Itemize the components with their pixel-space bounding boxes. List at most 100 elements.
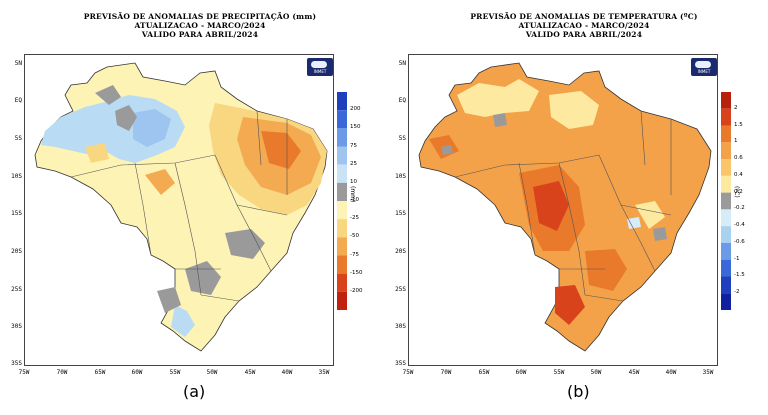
lat-label: 15S	[11, 210, 22, 217]
colorbar-swatch	[721, 293, 731, 310]
colorbar-swatch	[721, 175, 731, 193]
colorbar-label: -200	[350, 287, 363, 294]
colorbar-swatches	[721, 92, 731, 310]
colorbar-label: 1.5	[734, 121, 743, 128]
colorbar-swatch	[721, 159, 731, 176]
lat-label: 25S	[395, 286, 406, 293]
lon-label: 70W	[56, 369, 68, 376]
colorbar-label: 10	[350, 178, 357, 185]
colorbar-swatch	[337, 291, 347, 310]
lat-label: 35S	[395, 360, 406, 367]
panel-subtitle-update: ATUALIZACAO - MARCO/2024	[518, 21, 650, 30]
colorbar-swatch	[337, 128, 347, 147]
colorbar-swatch	[337, 146, 347, 165]
lon-label: 55W	[553, 369, 565, 376]
hot-anomaly-area	[555, 285, 585, 325]
lat-label: 30S	[395, 323, 406, 330]
colorbar-swatch	[721, 125, 731, 143]
lon-label: 65W	[478, 369, 490, 376]
lon-label: 55W	[169, 369, 181, 376]
panel-subtitle-valid: VALIDO PARA ABRIL/2024	[525, 30, 643, 39]
inmet-logo: INMET	[691, 58, 717, 76]
lat-label: 15S	[395, 210, 406, 217]
colorbar-swatch	[721, 276, 731, 294]
logo-text: INMET	[697, 69, 711, 74]
lat-label: 5S	[14, 135, 22, 142]
normal-area	[185, 261, 221, 295]
precipitation-anomaly-panel: PREVISÃO DE ANOMALIAS DE PRECIPITAÇÃO (m…	[0, 0, 380, 415]
colorbar-swatch	[337, 92, 347, 111]
lon-label: 40W	[665, 369, 677, 376]
state-borders	[454, 110, 672, 302]
colorbar-label: -0.4	[734, 222, 745, 229]
lon-label: 45W	[244, 369, 256, 376]
colorbar-label: -1.5	[734, 272, 745, 279]
hot-anomaly-area	[533, 181, 569, 231]
colorbar-swatch	[337, 201, 347, 220]
dry-anomaly-area	[145, 169, 175, 195]
wet-anomaly-area	[171, 305, 195, 337]
mild-anomaly-area	[635, 201, 665, 229]
lon-label: 45W	[628, 369, 640, 376]
lon-label: 50W	[206, 369, 218, 376]
colorbar-temp	[721, 92, 731, 310]
cloud-icon	[311, 61, 327, 68]
colorbar-swatch	[721, 142, 731, 160]
colorbar-swatch	[721, 192, 731, 210]
normal-area	[157, 287, 181, 313]
panel-title: PREVISÃO DE ANOMALIAS DE TEMPERATURA (ºC…	[470, 12, 698, 21]
colorbar-label: 0.4	[734, 171, 743, 178]
inmet-logo: INMET	[307, 58, 333, 76]
lat-label: EQ	[14, 97, 22, 104]
colorbar-label: 0.6	[734, 155, 743, 162]
colorbar-label: -150	[350, 269, 363, 276]
dry-anomaly-area	[261, 131, 301, 169]
lon-label: 60W	[131, 369, 143, 376]
lat-label: 30S	[11, 323, 22, 330]
precipitation-map	[24, 54, 334, 366]
temperature-anomaly-panel: PREVISÃO DE ANOMALIAS DE TEMPERATURA (ºC…	[384, 0, 764, 415]
lat-label: 20S	[395, 248, 406, 255]
colorbar-swatch	[337, 237, 347, 256]
lat-label: 10S	[395, 173, 406, 180]
colorbar-label: 25	[350, 160, 357, 167]
lon-label: 60W	[515, 369, 527, 376]
colorbar-swatch	[721, 108, 731, 126]
colorbar-swatches	[337, 92, 347, 310]
brazil-map-precip	[34, 62, 328, 352]
colorbar-label: -1	[734, 255, 740, 262]
colorbar-precip	[337, 92, 347, 310]
lon-label: 35W	[702, 369, 714, 376]
lon-label: 65W	[94, 369, 106, 376]
normal-area	[115, 105, 137, 131]
colorbar-swatch	[721, 242, 731, 260]
colorbar-label: -2	[734, 289, 740, 296]
lat-label: 5N	[14, 60, 22, 67]
colorbar-swatch	[337, 110, 347, 129]
lat-label: 5N	[398, 60, 406, 67]
lon-label: 75W	[18, 369, 30, 376]
colorbar-swatch	[721, 92, 731, 109]
logo-text: INMET	[313, 69, 327, 74]
colorbar-swatch	[337, 219, 347, 238]
lon-label: 70W	[440, 369, 452, 376]
normal-area	[441, 145, 453, 155]
lon-label: 40W	[281, 369, 293, 376]
cool-anomaly-area	[627, 217, 641, 229]
panel-subtitle-valid: VALIDO PARA ABRIL/2024	[141, 30, 259, 39]
dry-anomaly-area	[85, 143, 109, 163]
lat-label: 35S	[11, 360, 22, 367]
colorbar-unit: (ºC)	[733, 186, 740, 198]
mild-anomaly-area	[549, 91, 599, 129]
panel-caption: (b)	[567, 382, 590, 401]
colorbar-swatch	[721, 259, 731, 277]
colorbar-swatch	[337, 255, 347, 274]
temperature-map	[408, 54, 718, 366]
colorbar-label: 2	[734, 104, 738, 111]
colorbar-swatch	[721, 209, 731, 227]
colorbar-label: 75	[350, 142, 357, 149]
panel-subtitle-update: ATUALIZACAO - MARCO/2024	[134, 21, 266, 30]
lon-label: 75W	[402, 369, 414, 376]
lon-label: 35W	[318, 369, 330, 376]
lat-label: 20S	[11, 248, 22, 255]
